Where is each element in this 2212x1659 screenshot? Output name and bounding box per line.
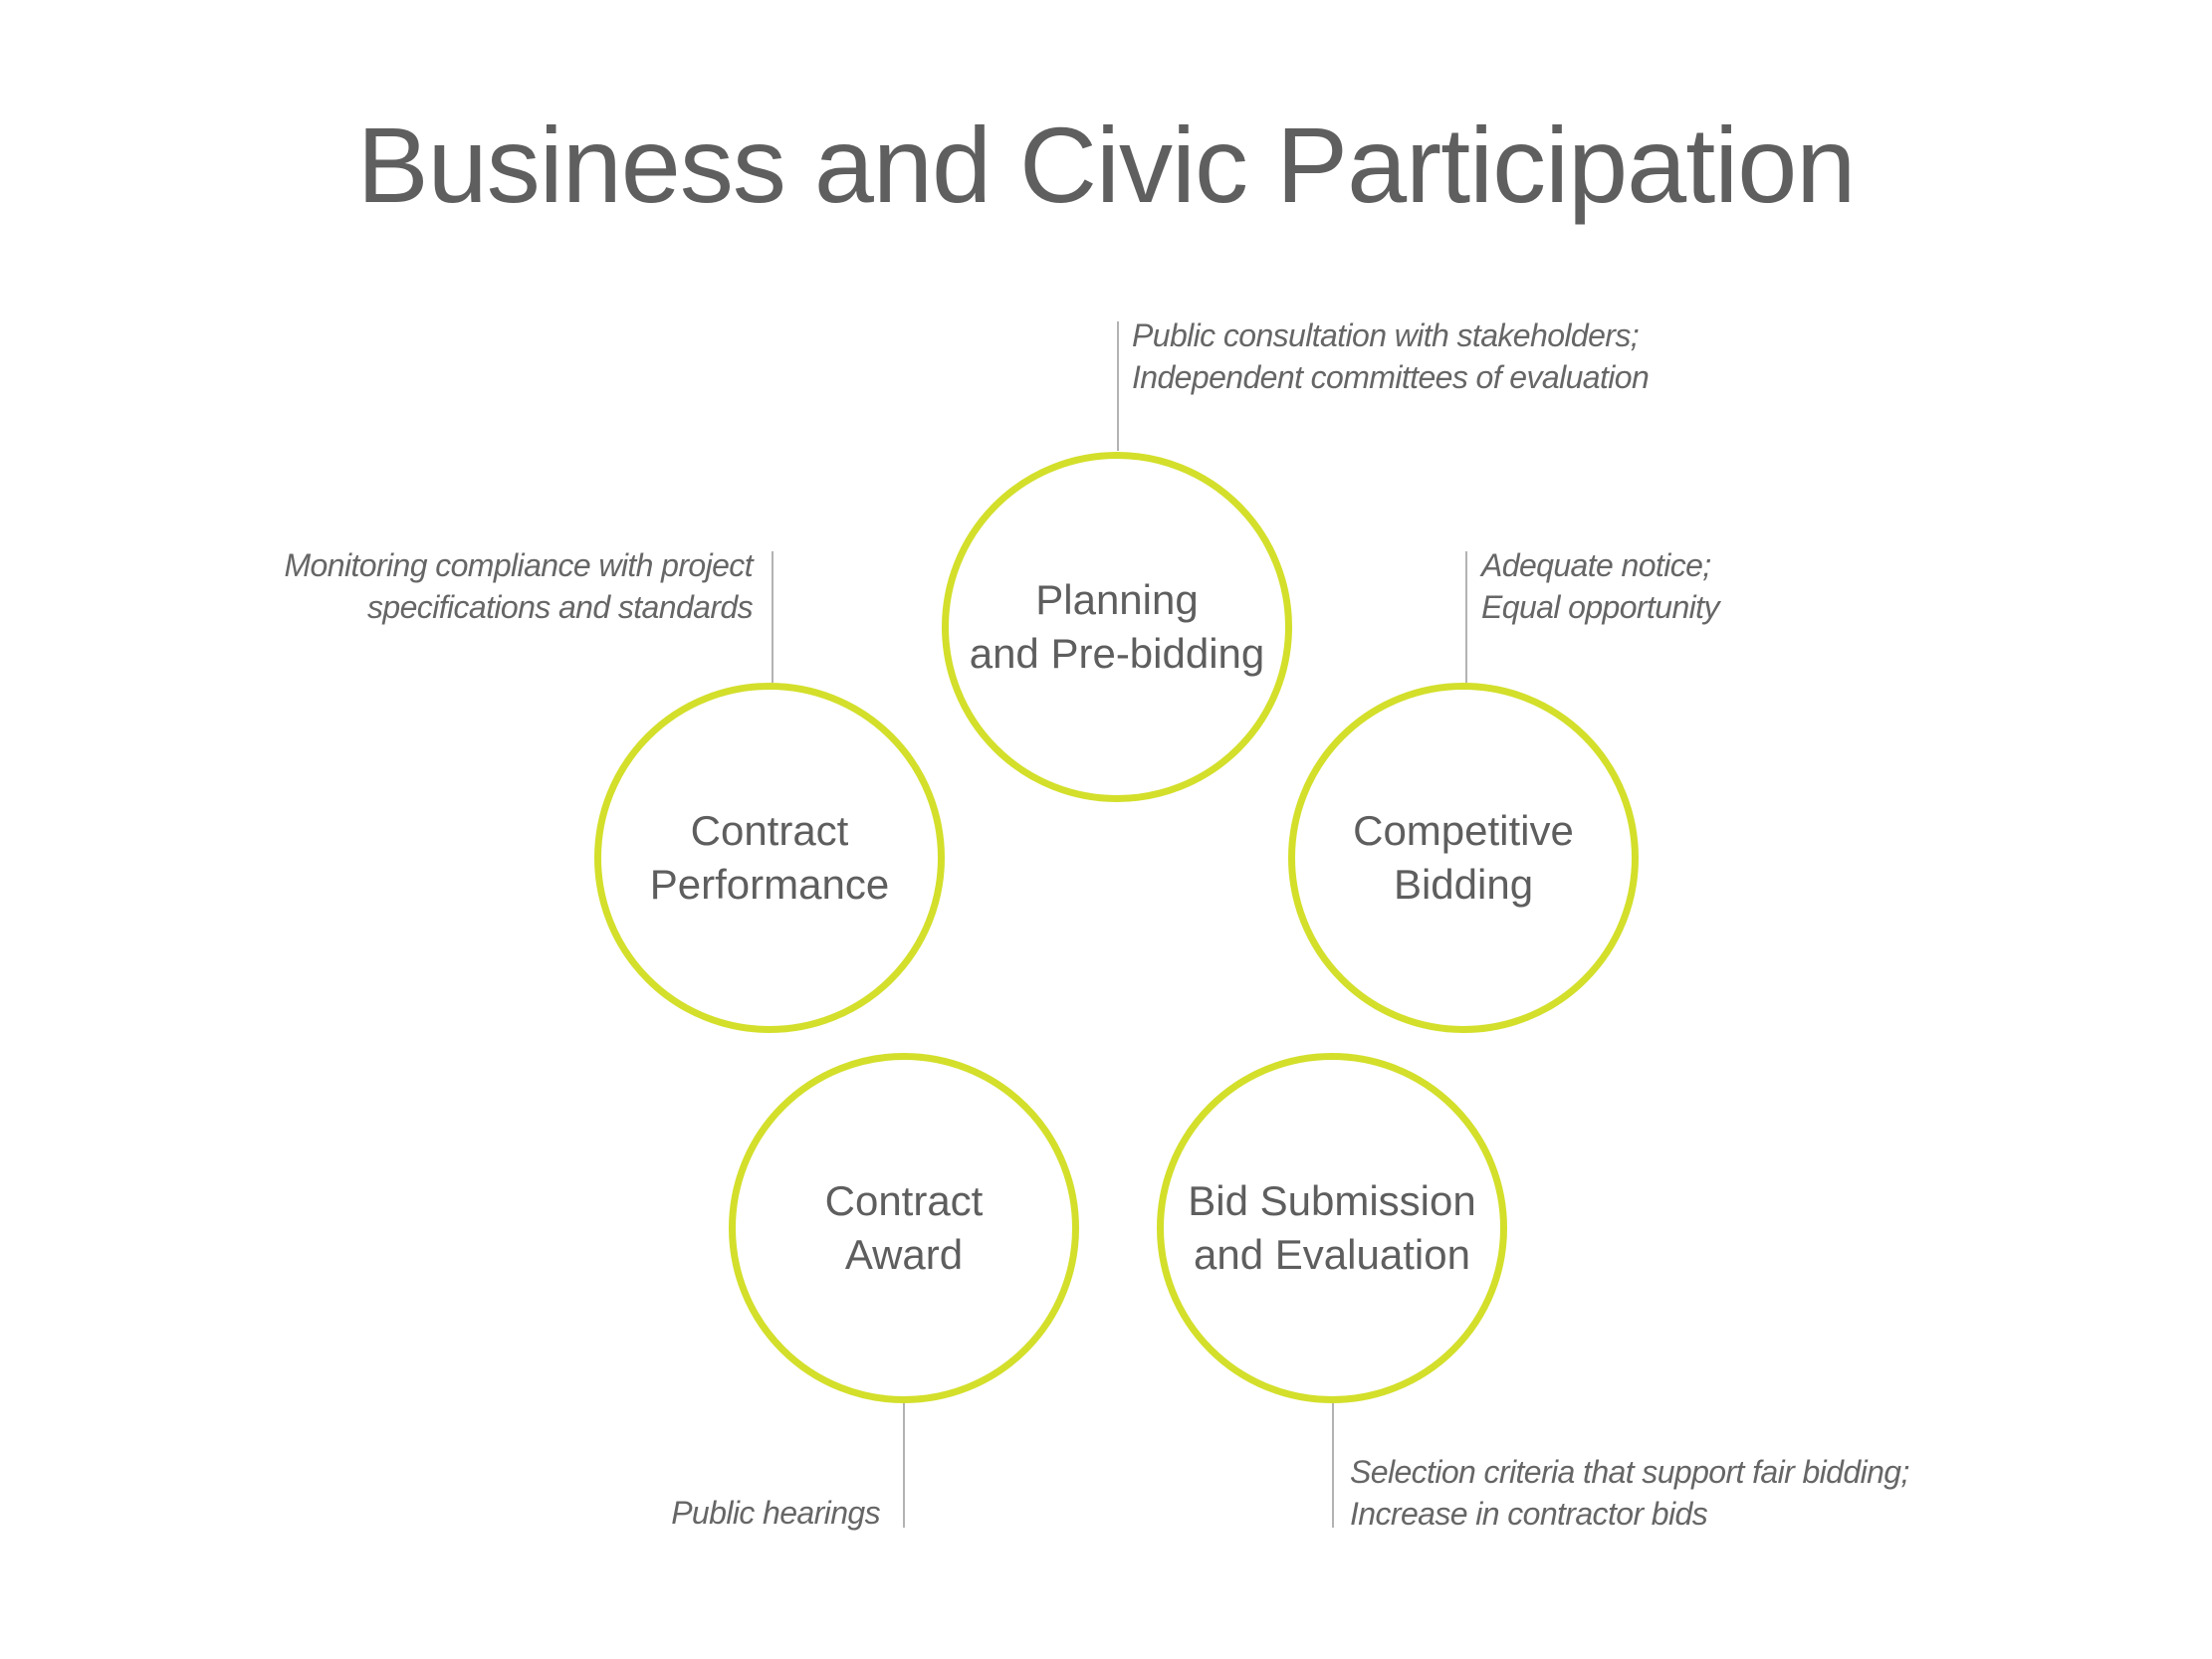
stage-contract-award: Contract Award	[729, 1053, 1079, 1403]
contract-performance-note-line-1: Monitoring compliance with project	[284, 547, 754, 583]
page-title: Business and Civic Participation	[356, 104, 1857, 225]
stage-planning-label: Planning and Pre-bidding	[969, 576, 1265, 677]
stage-contract-performance: Contract Performance	[594, 683, 945, 1033]
competitive-bidding-connector	[1465, 551, 1467, 683]
planning-note-line-1: Public consultation with stakeholders;	[1132, 317, 1640, 353]
contract-award-connector	[903, 1403, 905, 1528]
contract-award-note-line-1: Public hearings	[671, 1495, 880, 1531]
bid-submission-note-line-2: Increase in contractor bids	[1350, 1496, 1708, 1532]
planning-note: Public consultation with stakeholders; I…	[1132, 314, 1650, 398]
stage-contract-performance-label: Contract Performance	[649, 807, 890, 908]
stage-bid-submission-label: Bid Submission and Evaluation	[1188, 1177, 1476, 1278]
planning-connector	[1117, 321, 1119, 451]
stage-bid-submission: Bid Submission and Evaluation	[1157, 1053, 1507, 1403]
competitive-bidding-note-line-2: Equal opportunity	[1481, 589, 1719, 625]
contract-performance-connector	[772, 551, 774, 683]
stage-competitive-bidding: Competitive Bidding	[1288, 683, 1639, 1033]
stage-contract-award-label: Contract Award	[824, 1177, 984, 1278]
bid-submission-note-line-1: Selection criteria that support fair bid…	[1350, 1454, 1909, 1490]
stage-planning: Planning and Pre-bidding	[942, 452, 1292, 802]
contract-award-note: Public hearings	[671, 1492, 880, 1534]
competitive-bidding-note-line-1: Adequate notice;	[1481, 547, 1711, 583]
bid-submission-note: Selection criteria that support fair bid…	[1350, 1451, 1909, 1535]
stage-competitive-bidding-label: Competitive Bidding	[1353, 807, 1574, 908]
bid-submission-connector	[1332, 1403, 1334, 1528]
contract-performance-note: Monitoring compliance with project speci…	[285, 544, 754, 628]
competitive-bidding-note: Adequate notice; Equal opportunity	[1481, 544, 1719, 628]
contract-performance-note-line-2: specifications and standards	[367, 589, 754, 625]
planning-note-line-2: Independent committees of evaluation	[1132, 359, 1650, 395]
